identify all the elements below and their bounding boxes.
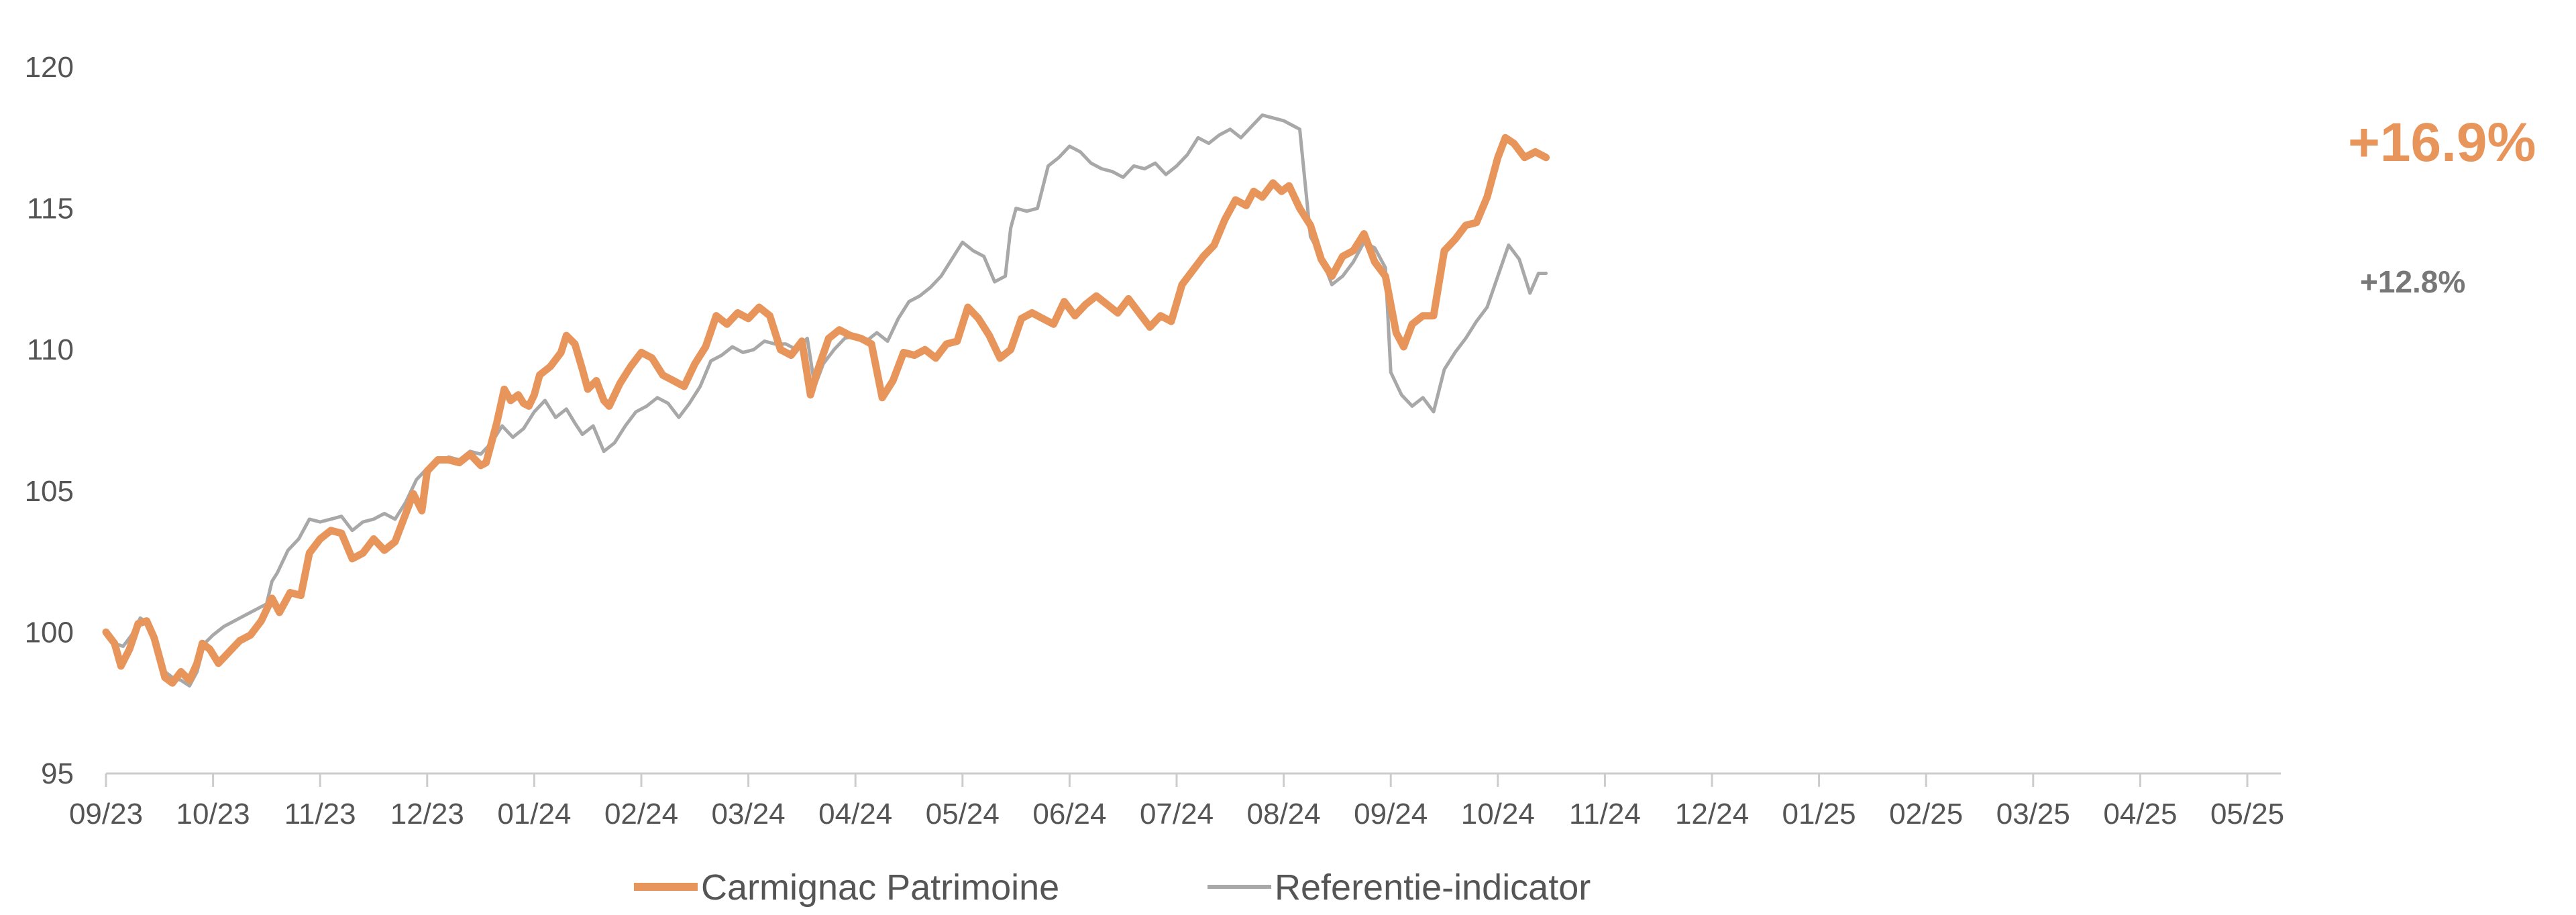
x-tick-label: 04/24 bbox=[818, 798, 892, 830]
series-layer bbox=[102, 113, 1550, 688]
x-tick-label: 05/24 bbox=[926, 798, 1000, 830]
x-tick-label: 05/25 bbox=[2210, 798, 2284, 830]
x-tick-label: 02/25 bbox=[1889, 798, 1963, 830]
x-tick-label: 06/24 bbox=[1032, 798, 1106, 830]
x-tick-label: 10/24 bbox=[1461, 798, 1535, 830]
x-tick-label: 09/23 bbox=[69, 798, 143, 830]
x-tick-label: 01/24 bbox=[497, 798, 571, 830]
x-tick-label: 12/24 bbox=[1675, 798, 1749, 830]
series-line-reference bbox=[104, 113, 1548, 688]
x-tick-label: 03/24 bbox=[712, 798, 786, 830]
y-tick-label: 110 bbox=[27, 333, 74, 366]
legend-label-carmignac: Carmignac Patrimoine bbox=[701, 867, 1059, 908]
x-tick-label: 09/24 bbox=[1354, 798, 1428, 830]
x-tick-label: 04/25 bbox=[2103, 798, 2177, 830]
x-tick-label: 11/24 bbox=[1569, 798, 1641, 830]
x-tick-label: 02/24 bbox=[604, 798, 678, 830]
y-tick-label: 100 bbox=[25, 616, 74, 649]
series-line-carmignac bbox=[102, 133, 1550, 687]
end-labels: +16.9% +12.8% bbox=[2348, 112, 2536, 299]
x-tick-label: 07/24 bbox=[1140, 798, 1214, 830]
x-tick-label: 03/25 bbox=[1996, 798, 2070, 830]
y-tick-label: 95 bbox=[41, 757, 74, 790]
y-axis: 95 100 105 110 115 120 bbox=[25, 51, 74, 790]
x-tick-label: 08/24 bbox=[1247, 798, 1321, 830]
x-tick-label: 10/23 bbox=[176, 798, 250, 830]
end-label-carmignac: +16.9% bbox=[2348, 112, 2536, 173]
legend: Carmignac Patrimoine Referentie-indicator bbox=[634, 867, 1591, 908]
y-tick-label: 115 bbox=[27, 193, 74, 225]
legend-label-reference: Referentie-indicator bbox=[1275, 867, 1591, 908]
x-tick-label: 01/25 bbox=[1782, 798, 1856, 830]
y-tick-label: 120 bbox=[25, 51, 74, 84]
end-label-reference: +12.8% bbox=[2360, 264, 2465, 299]
x-axis: 09/23 10/23 11/23 12/23 01/24 02/24 03/24 04/24… bbox=[69, 772, 2284, 830]
x-tick-label: 11/23 bbox=[284, 798, 356, 830]
x-tick-label: 12/23 bbox=[390, 798, 464, 830]
y-tick-label: 105 bbox=[25, 475, 74, 508]
